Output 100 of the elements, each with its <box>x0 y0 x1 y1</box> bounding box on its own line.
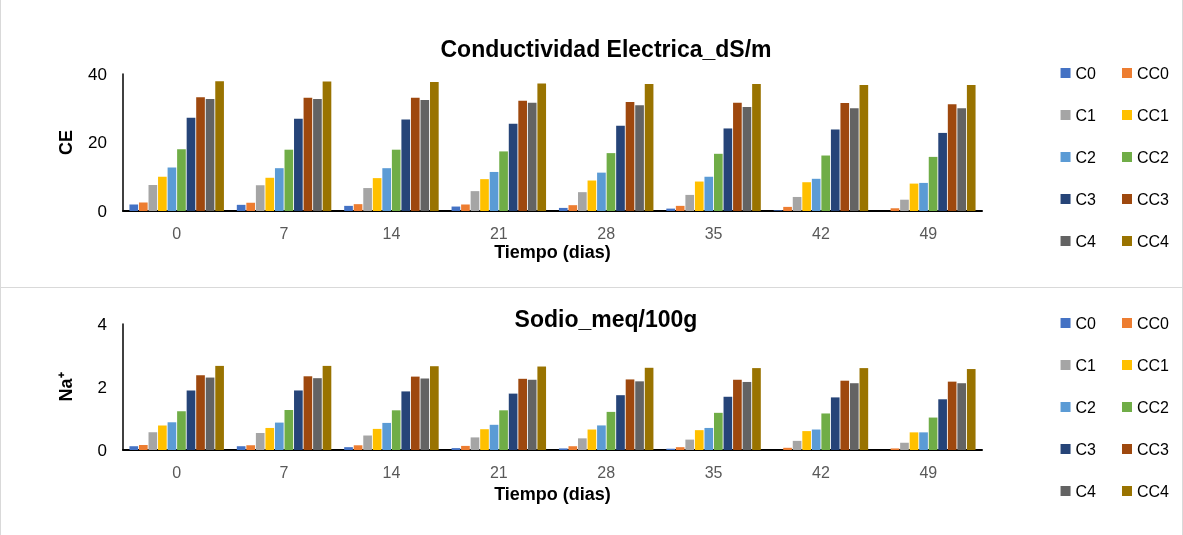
bar <box>461 204 470 211</box>
bar <box>274 168 284 211</box>
bar <box>480 179 489 211</box>
bar <box>840 103 850 211</box>
bar <box>742 381 752 450</box>
bar <box>928 156 938 211</box>
bar <box>919 182 928 211</box>
bar <box>363 188 372 211</box>
bar <box>410 376 420 450</box>
bar <box>733 102 742 211</box>
bar <box>303 97 313 211</box>
bar <box>830 397 840 450</box>
legend-label: C4 <box>1075 232 1097 250</box>
bar <box>344 205 353 211</box>
bar <box>723 396 733 450</box>
legend-label: CC0 <box>1136 314 1170 332</box>
bar <box>742 106 752 211</box>
legend-label: CC4 <box>1136 232 1170 250</box>
bar <box>382 422 391 450</box>
bar <box>215 81 224 211</box>
bar <box>675 447 685 450</box>
legend-label: C0 <box>1075 64 1097 82</box>
bar <box>470 437 480 450</box>
bar <box>129 204 139 211</box>
legend-label: C0 <box>1075 314 1097 332</box>
y-tick-label: 0 <box>97 440 107 460</box>
bar <box>704 176 714 211</box>
bar <box>752 83 761 211</box>
legend-label: CC4 <box>1136 482 1170 500</box>
bar <box>938 132 947 211</box>
bar <box>811 178 821 211</box>
bar <box>410 97 420 211</box>
legend-label: CC3 <box>1136 190 1170 208</box>
y-tick-label: 2 <box>97 377 107 397</box>
bar <box>177 149 186 211</box>
bar <box>616 395 625 450</box>
bar <box>196 375 205 450</box>
bar <box>527 102 537 211</box>
bar <box>518 100 527 211</box>
x-tick-label: 28 <box>597 463 616 481</box>
bar <box>821 413 831 450</box>
bar <box>900 442 909 450</box>
bar <box>625 379 635 450</box>
legend-label: C3 <box>1075 440 1097 458</box>
bar <box>499 410 508 450</box>
legend-label: CC0 <box>1136 64 1170 82</box>
bar <box>957 108 967 211</box>
bar <box>499 151 508 211</box>
bar <box>313 378 322 450</box>
bar <box>527 379 537 450</box>
bar <box>303 376 313 450</box>
bar <box>177 411 186 450</box>
bar <box>947 381 957 450</box>
bar <box>372 178 382 211</box>
bar <box>597 425 606 450</box>
bar <box>158 425 167 450</box>
x-tick-label: 21 <box>489 463 508 481</box>
legend-label: CC2 <box>1136 148 1170 166</box>
bar <box>313 99 322 211</box>
bar <box>186 390 196 450</box>
bar <box>294 118 303 211</box>
x-tick-label: 0 <box>172 224 182 242</box>
bar <box>246 202 256 211</box>
bar <box>568 205 578 211</box>
bar <box>957 383 967 450</box>
bar <box>849 383 859 450</box>
bar <box>675 205 685 211</box>
bar <box>714 153 723 211</box>
legend-label: CC1 <box>1136 356 1170 374</box>
bar <box>265 177 275 211</box>
y-axis-title: Na⁺ <box>56 372 76 402</box>
legend-label: C1 <box>1075 106 1097 124</box>
bar <box>461 445 470 450</box>
x-tick-label: 35 <box>704 463 723 481</box>
bar <box>578 192 587 211</box>
legend-label: C2 <box>1075 398 1097 416</box>
legend-label: C3 <box>1075 190 1097 208</box>
bar <box>685 439 695 450</box>
bar <box>587 180 597 211</box>
bar <box>578 438 587 450</box>
bar <box>489 171 499 211</box>
legend-label: C4 <box>1075 482 1097 500</box>
bar <box>909 432 919 450</box>
bar <box>255 432 265 450</box>
bar <box>616 125 625 211</box>
bar <box>928 417 938 450</box>
bar <box>733 379 742 450</box>
bar <box>606 153 616 211</box>
bar <box>274 422 284 450</box>
bar <box>966 369 976 450</box>
chart-title: Sodio_meq/100g <box>514 305 698 332</box>
bar <box>635 105 644 211</box>
bar <box>470 191 480 211</box>
bar <box>947 104 957 211</box>
y-tick-label: 20 <box>88 133 107 152</box>
y-tick-label: 40 <box>88 64 107 84</box>
bar <box>900 199 909 211</box>
bar <box>236 204 246 211</box>
bar <box>802 182 811 211</box>
x-tick-label: 35 <box>704 224 723 242</box>
